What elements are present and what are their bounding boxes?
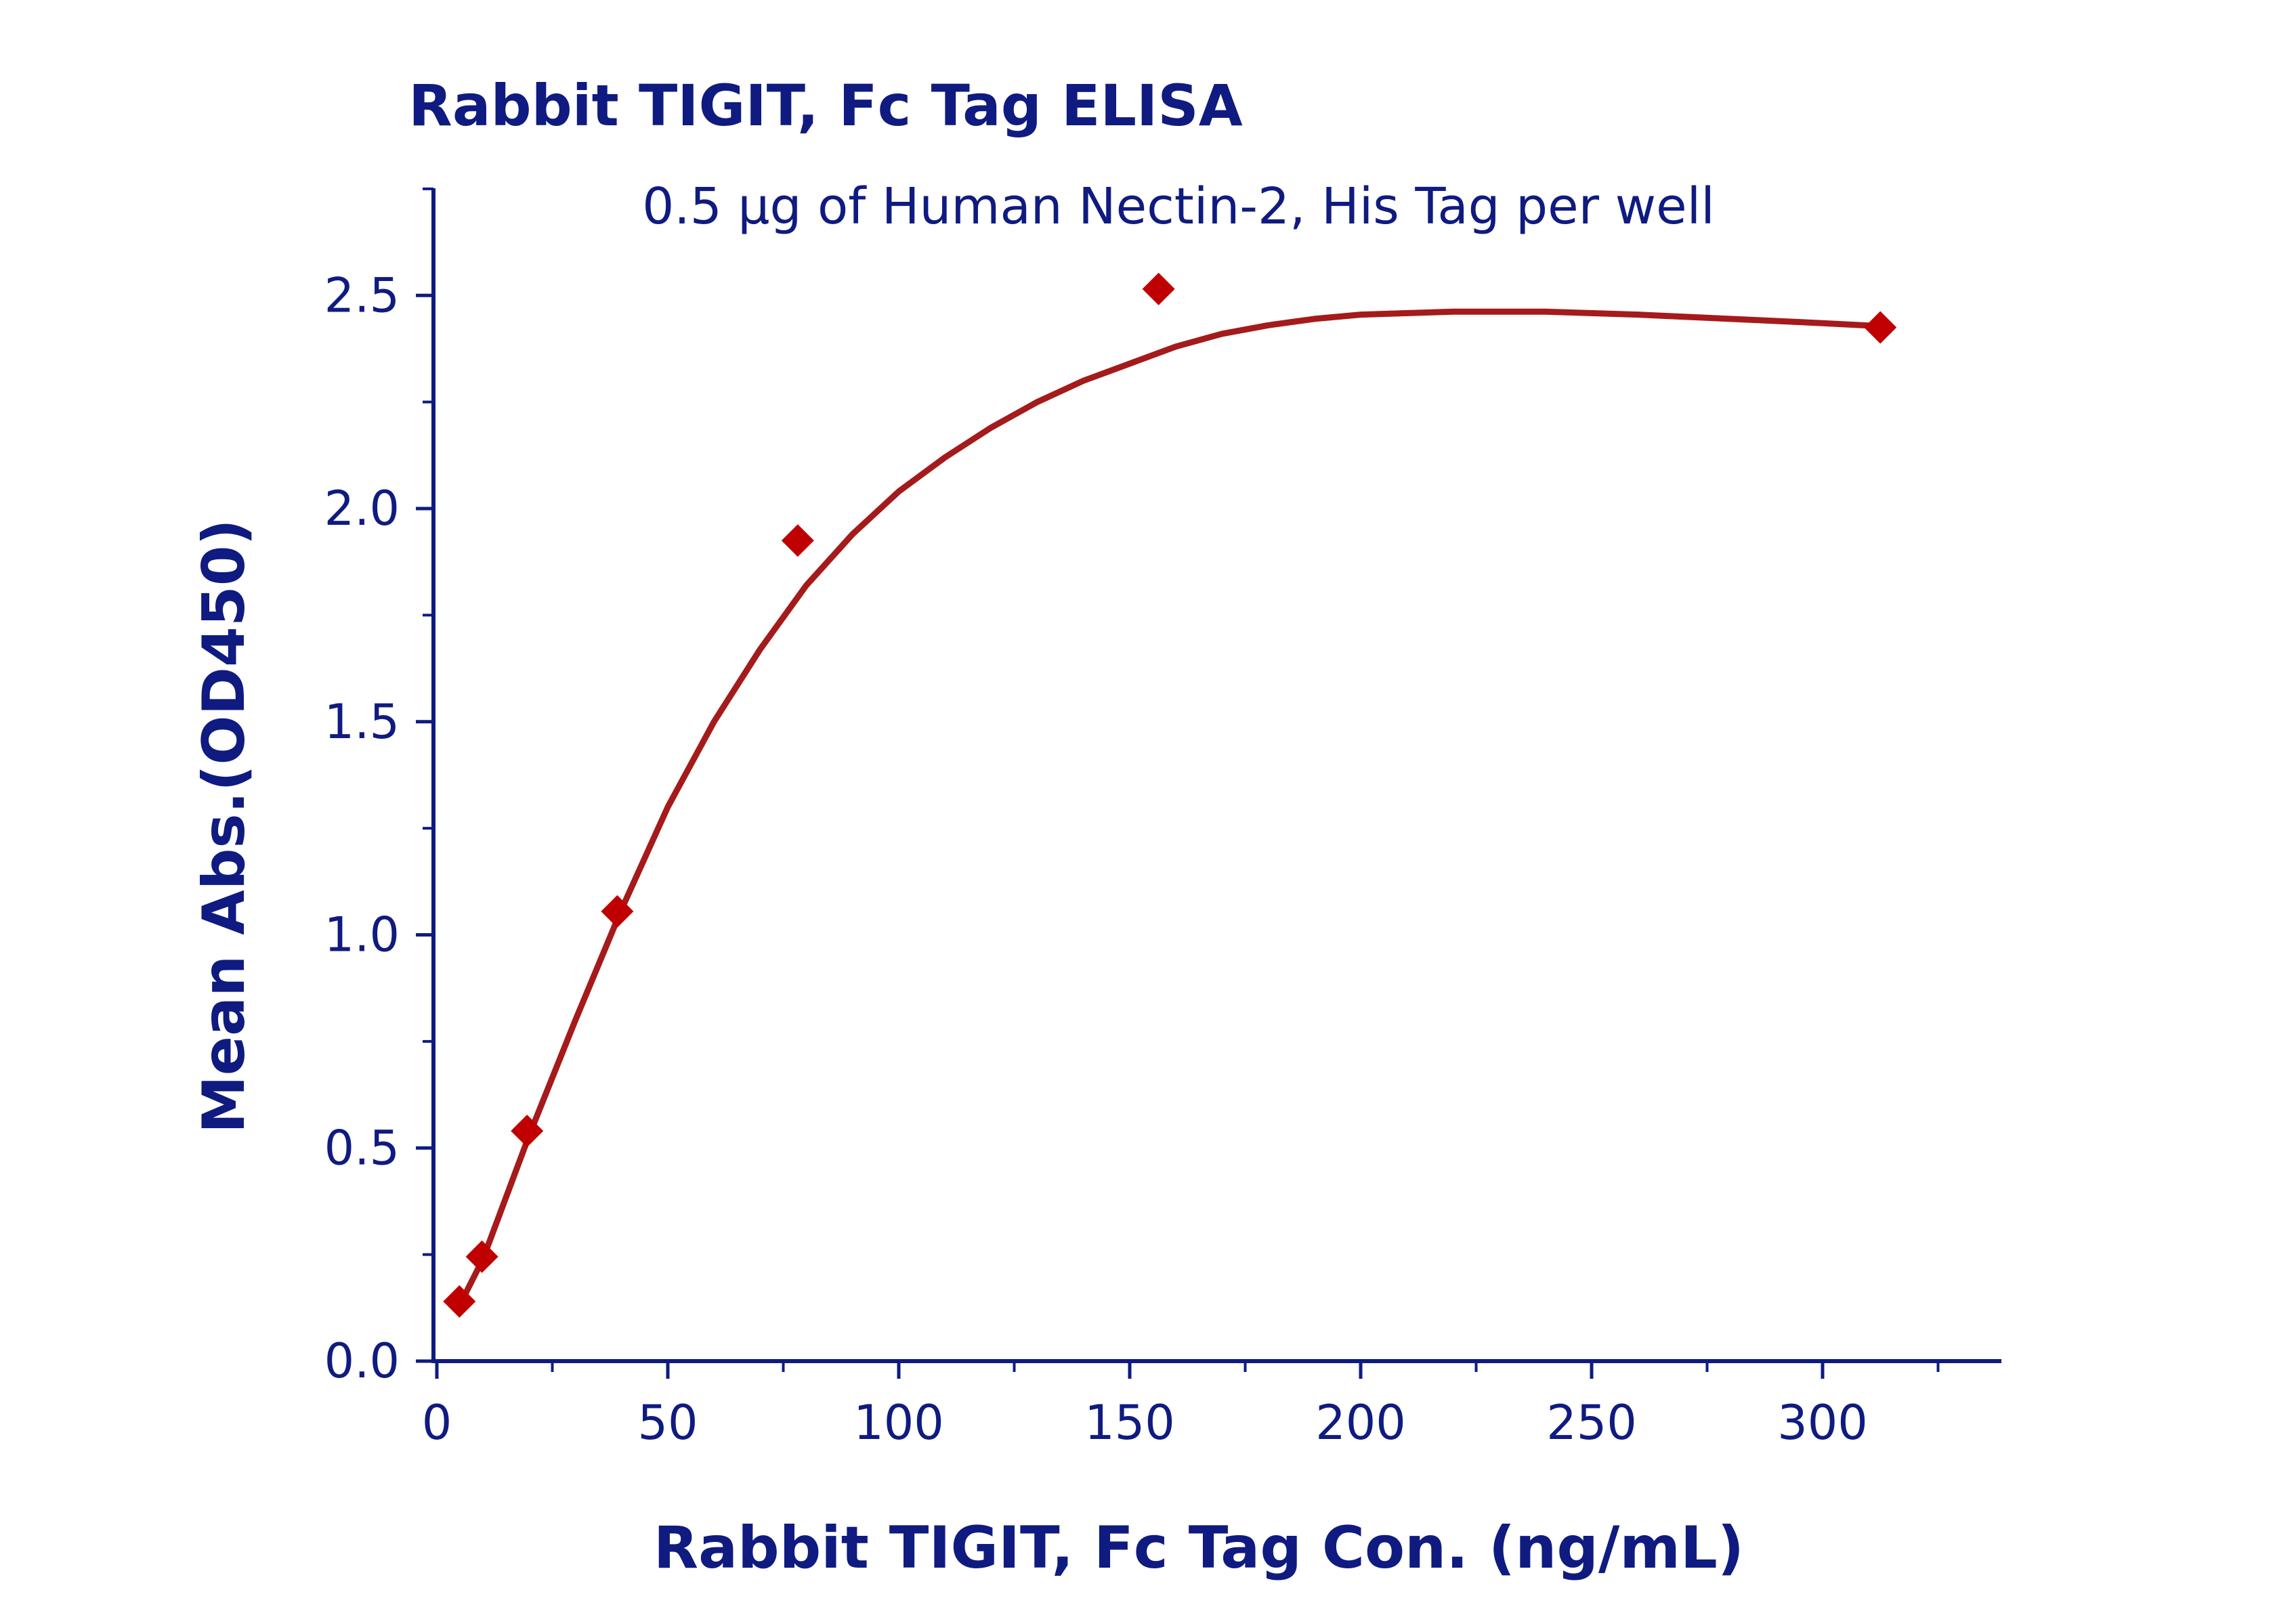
chart-subtitle: 0.5 μg of Human Nectin-2, His Tag per we…: [642, 177, 1715, 236]
x-tick-label: 150: [1084, 1395, 1175, 1451]
data-points: [443, 272, 1897, 1318]
data-point: [443, 1285, 476, 1318]
x-axis-title: Rabbit TIGIT, Fc Tag Con. (ng/mL): [654, 1514, 1744, 1582]
data-point: [781, 524, 814, 557]
y-tick-label: 0.0: [324, 1333, 400, 1389]
y-tick-label: 2.0: [324, 481, 400, 536]
data-point: [511, 1115, 544, 1148]
data-point: [601, 895, 634, 928]
y-tick-label: 0.5: [324, 1120, 400, 1176]
fit-curve: [456, 308, 1884, 1309]
y-axis-title: Mean Abs.(OD450): [190, 519, 258, 1134]
chart-title: Rabbit TIGIT, Fc Tag ELISA: [408, 72, 1243, 139]
y-tick-label: 1.0: [324, 907, 400, 963]
axes: 0 50 100 150 200 250 300 0.0 0.5 1.0 1.5 2.0 2.5: [324, 187, 2001, 1451]
fit-curve-layer: [456, 308, 1884, 1309]
x-tick-label: 50: [637, 1395, 698, 1451]
y-tick-label: 2.5: [324, 267, 400, 323]
data-point: [1142, 272, 1175, 305]
x-tick-label: 300: [1777, 1395, 1868, 1451]
x-tick-label: 200: [1315, 1395, 1406, 1451]
x-tick-label: 100: [853, 1395, 944, 1451]
data-point: [465, 1240, 498, 1273]
y-tick-label: 1.5: [324, 694, 400, 750]
x-tick-label: 250: [1546, 1395, 1637, 1451]
x-tick-label: 0: [422, 1395, 452, 1451]
data-point: [1864, 311, 1897, 344]
